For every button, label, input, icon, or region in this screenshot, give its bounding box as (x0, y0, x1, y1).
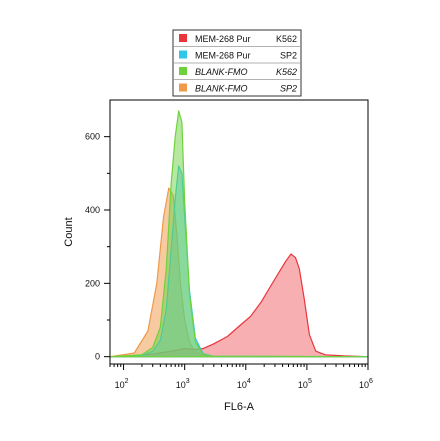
legend: MEM-268 Pur K562 MEM-268 Pur SP2 BLANK-FMO K5… (172, 29, 302, 97)
y-tick-label: 600 (85, 132, 100, 142)
legend-cells: K562 (276, 34, 297, 44)
legend-label: MEM-268 Pur (195, 51, 251, 61)
legend-swatch (179, 34, 187, 42)
plot-areas (109, 110, 369, 358)
legend-cells: SP2 (280, 51, 297, 61)
x-axis-title: FL6-A (224, 401, 255, 413)
legend-label: MEM-268 Pur (195, 34, 251, 44)
legend-cells: K562 (276, 67, 297, 77)
legend-swatch (179, 50, 187, 59)
y-axis-title: Count (63, 217, 75, 246)
legend-label: BLANK-FMO (195, 84, 248, 94)
y-tick-label: 400 (85, 205, 100, 215)
histogram-series-blank-fmo-k562 (109, 110, 369, 358)
legend-swatch (179, 67, 187, 75)
legend-cells: SP2 (280, 84, 297, 94)
legend-label: BLANK-FMO (195, 67, 248, 77)
plot-frame (109, 99, 369, 365)
y-tick-label: 0 (95, 352, 100, 362)
y-tick-label: 200 (85, 278, 100, 288)
legend-swatch (179, 83, 187, 92)
